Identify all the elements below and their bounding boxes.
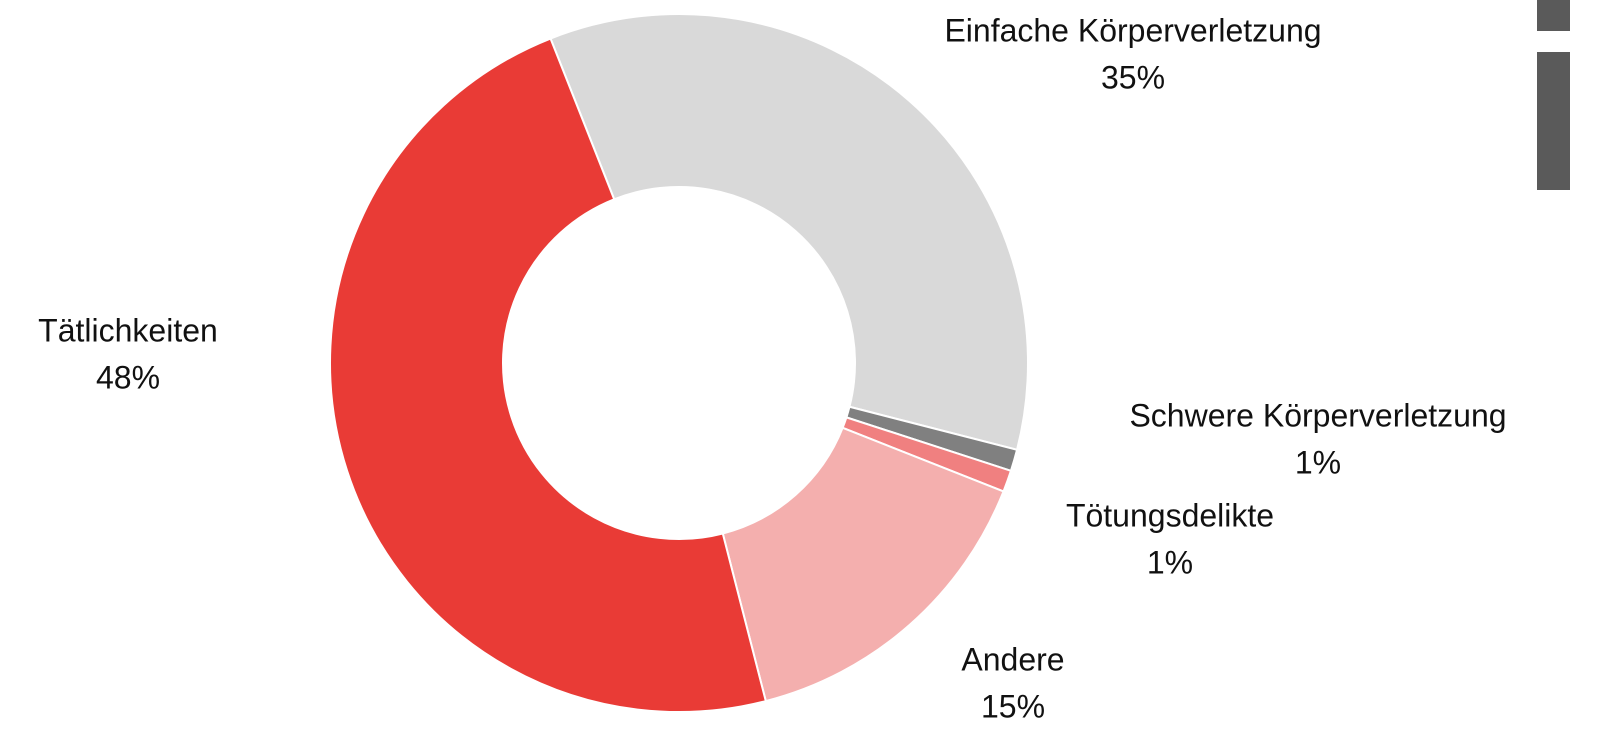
- side-block: [1537, 0, 1570, 31]
- donut-segment: [328, 37, 768, 713]
- segment-label: Einfache Körperverletzung: [944, 12, 1321, 48]
- donut-segment: [721, 426, 1005, 703]
- segment-value: 1%: [1295, 444, 1341, 480]
- segment-label: Schwere Körperverletzung: [1129, 397, 1506, 433]
- side-block: [1537, 52, 1570, 190]
- segment-value: 35%: [1101, 59, 1165, 95]
- segment-value: 1%: [1147, 544, 1193, 580]
- segment-label: Tätlichkeiten: [38, 312, 218, 348]
- segment-label: Andere: [961, 641, 1064, 677]
- segment-label: Tötungsdelikte: [1066, 497, 1274, 533]
- donut-segment: [549, 13, 1029, 452]
- segment-value: 15%: [981, 688, 1045, 724]
- segment-value: 48%: [96, 359, 160, 395]
